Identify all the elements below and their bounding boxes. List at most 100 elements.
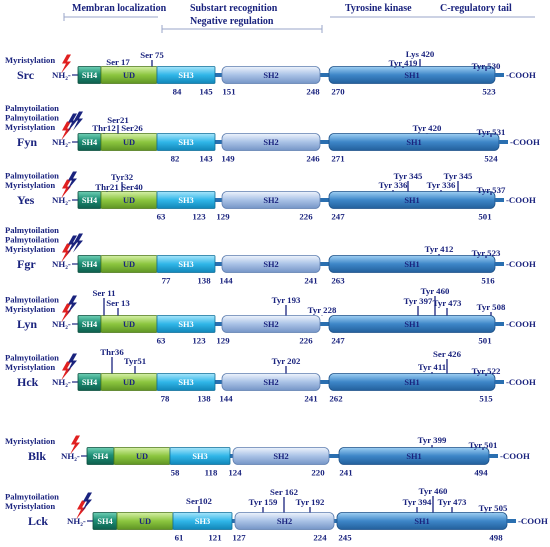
domain-label: UD	[136, 452, 148, 461]
site-label: Ser 75	[140, 50, 164, 60]
site-label: Tyr 460	[419, 486, 448, 496]
ptm-label: Palmytoilation	[5, 492, 59, 502]
c-terminus-label: -COOH	[506, 377, 536, 387]
protein-rows: Src Myristylation NH₂- SH4 UD SH3 SH2 SH1 -COOH S…	[5, 49, 548, 543]
domain-label: SH1	[406, 138, 421, 147]
lightning-blue-icon	[82, 492, 92, 512]
residue-number: 241	[304, 276, 317, 286]
domain-sh3	[156, 255, 216, 273]
residue-number: 248	[306, 87, 320, 97]
domain-sh2	[221, 133, 321, 151]
domain-sh3	[156, 315, 216, 333]
residue-number: 501	[478, 336, 491, 346]
residue-number: 138	[197, 394, 211, 404]
protein-name: Lck	[28, 514, 48, 528]
site-label: Ser26	[121, 123, 143, 133]
residue-number: 77	[162, 276, 171, 286]
lightning-red-icon	[61, 54, 71, 74]
c-terminus-label: -COOH	[506, 259, 536, 269]
site-label: Thr36	[100, 347, 124, 357]
domain-label: SH3	[178, 320, 193, 329]
residue-number: 63	[157, 212, 166, 222]
domain-label: SH1	[414, 517, 429, 526]
domain-label: SH3	[178, 71, 193, 80]
domain-label: UD	[123, 71, 135, 80]
c-terminus-label: -COOH	[518, 516, 548, 526]
domain-label: SH3	[195, 517, 210, 526]
domain-label: SH2	[263, 138, 278, 147]
domain-label: SH1	[404, 260, 419, 269]
site-label: Tyr 192	[296, 497, 325, 507]
site-label: Tyr32	[111, 172, 134, 182]
residue-number: 263	[331, 276, 345, 286]
site-label: Tyr 523	[472, 248, 501, 258]
domain-label: SH4	[97, 517, 113, 526]
residue-number: 247	[331, 336, 345, 346]
domain-label: SH4	[82, 378, 98, 387]
c-terminus-label: -COOH	[506, 195, 536, 205]
domain-sh3	[172, 512, 233, 530]
ptm-label: Palmytoilation	[5, 171, 59, 181]
domain-label: SH2	[263, 320, 278, 329]
lightning-blue-icon	[73, 111, 83, 131]
site-label: Thr21	[95, 182, 118, 192]
residue-number: 144	[219, 394, 233, 404]
lightning-blue-icon	[67, 113, 77, 133]
residue-number: 78	[161, 394, 170, 404]
site-label: Ser 426	[433, 349, 462, 359]
ptm-label: Palmytoilation	[5, 295, 59, 305]
domain-sh2	[221, 373, 321, 391]
n-terminus-label: NH₂-	[52, 70, 71, 80]
site-label: Tyr 508	[477, 302, 506, 312]
site-label: Ser 13	[106, 298, 130, 308]
residue-number: 58	[171, 468, 180, 478]
residue-number: 515	[479, 394, 493, 404]
site-label: Tyr 419	[389, 58, 418, 68]
site-label: Tyr 530	[472, 61, 501, 71]
ptm-label: Palmytoilation	[5, 353, 59, 363]
n-terminus-label: NH₂-	[52, 319, 71, 329]
lightning-blue-icon	[67, 295, 77, 315]
c-terminal-tail	[489, 454, 498, 458]
domain-label: UD	[123, 378, 135, 387]
residue-number: 61	[175, 533, 184, 543]
lightning-red-icon	[61, 243, 71, 263]
site-label: Lys 420	[406, 49, 435, 59]
domain-sh3	[156, 373, 216, 391]
residue-number: 226	[299, 212, 313, 222]
lightning-red-icon	[61, 121, 71, 141]
ptm-label: Palmytoilation	[5, 103, 59, 113]
ptm-label: Myristylation	[5, 244, 55, 254]
domain-label: SH3	[192, 452, 207, 461]
domain-label: UD	[123, 196, 135, 205]
c-terminus-label: -COOH	[510, 137, 540, 147]
domain-sh2	[221, 255, 321, 273]
domain-label: SH2	[263, 71, 278, 80]
site-label: Ser102	[186, 496, 212, 506]
protein-row-fyn: FynPalmytoilationPalmytoilationMyristyla…	[5, 103, 540, 164]
domain-sh2	[221, 315, 321, 333]
domain-label: SH2	[263, 260, 278, 269]
site-label: Tyr 537	[477, 185, 506, 195]
lightning-red-icon	[61, 303, 71, 323]
c-terminal-tail	[495, 73, 504, 77]
residue-number: 501	[478, 212, 491, 222]
site-label: Tyr 531	[477, 127, 506, 137]
n-terminus-label: NH₂-	[52, 259, 71, 269]
domain-label: SH2	[273, 452, 288, 461]
ptm-label: Myristylation	[5, 304, 55, 314]
domain-sh2	[221, 66, 321, 84]
c-terminus-label: -COOH	[506, 319, 536, 329]
domain-label: SH1	[404, 378, 419, 387]
domain-sh2	[221, 191, 321, 209]
c-terminal-tail	[499, 140, 508, 144]
ptm-label: Palmytoilation	[5, 235, 59, 245]
site-label: Thr12	[92, 123, 116, 133]
c-terminal-tail	[495, 262, 504, 266]
domain-label: SH1	[406, 452, 421, 461]
lightning-blue-icon	[67, 171, 77, 191]
domain-label: SH4	[93, 452, 109, 461]
